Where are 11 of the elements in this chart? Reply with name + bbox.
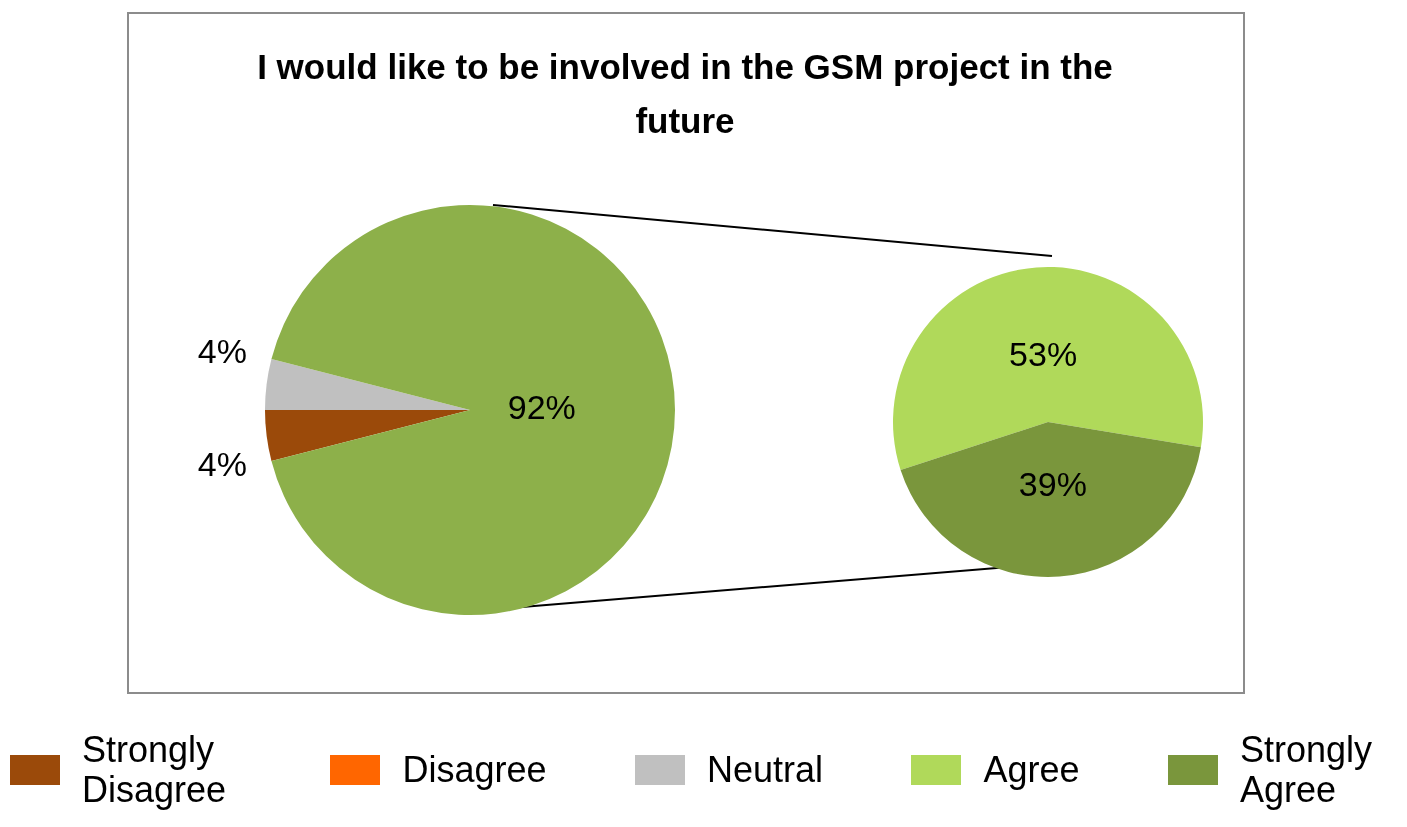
legend-label: Strongly Disagree — [82, 729, 228, 810]
legend-label: Agree — [983, 749, 1080, 790]
legend-label: Neutral — [706, 749, 824, 790]
data-label: 53% — [1009, 335, 1078, 374]
data-label: 92% — [507, 388, 576, 427]
legend-label: Disagree — [402, 749, 547, 790]
data-label: 4% — [197, 332, 247, 371]
chart-title: I would like to be involved in the GSM project in the future — [256, 46, 1114, 142]
data-label: 39% — [1018, 465, 1087, 504]
legend-label: Strongly Agree — [1239, 729, 1374, 810]
data-label: 4% — [197, 444, 247, 483]
